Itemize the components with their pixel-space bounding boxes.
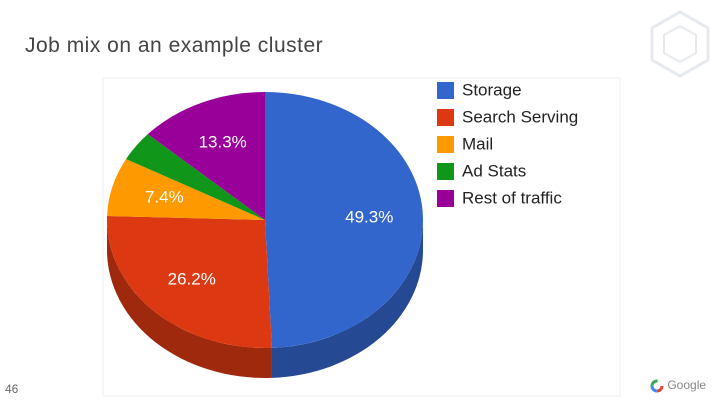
legend-label: Storage xyxy=(462,80,522,99)
legend-label: Rest of traffic xyxy=(462,188,562,207)
data-label: 13.3% xyxy=(199,132,247,151)
legend-swatch xyxy=(437,109,454,126)
data-label: 49.3% xyxy=(345,208,393,227)
data-label: 26.2% xyxy=(168,270,216,289)
logo-ring xyxy=(650,379,664,393)
legend-label: Ad Stats xyxy=(462,161,526,180)
slide-title: Job mix on an example cluster xyxy=(25,34,324,57)
data-label: 7.4% xyxy=(145,187,184,206)
logo-ring xyxy=(650,379,664,393)
legend-swatch xyxy=(437,136,454,153)
pie-slice xyxy=(126,134,265,220)
logo-ring xyxy=(650,379,664,393)
pie-slice xyxy=(147,92,265,220)
legend-swatch xyxy=(437,82,454,99)
logo-icon xyxy=(650,379,664,393)
logo: Google xyxy=(650,378,714,396)
decor-hexagon xyxy=(663,24,697,64)
pie-slice xyxy=(265,92,424,348)
pie-slice xyxy=(107,159,265,220)
pie-side xyxy=(271,220,423,378)
legend-swatch xyxy=(437,190,454,207)
page-number: 46 xyxy=(5,382,19,396)
pie-side xyxy=(107,220,272,378)
logo-text: Google xyxy=(667,378,707,392)
legend-label: Mail xyxy=(462,134,493,153)
legend-swatch xyxy=(437,163,454,180)
pie-slice xyxy=(107,215,272,348)
decor-hexagon xyxy=(650,10,710,78)
legend-label: Search Serving xyxy=(462,107,578,126)
